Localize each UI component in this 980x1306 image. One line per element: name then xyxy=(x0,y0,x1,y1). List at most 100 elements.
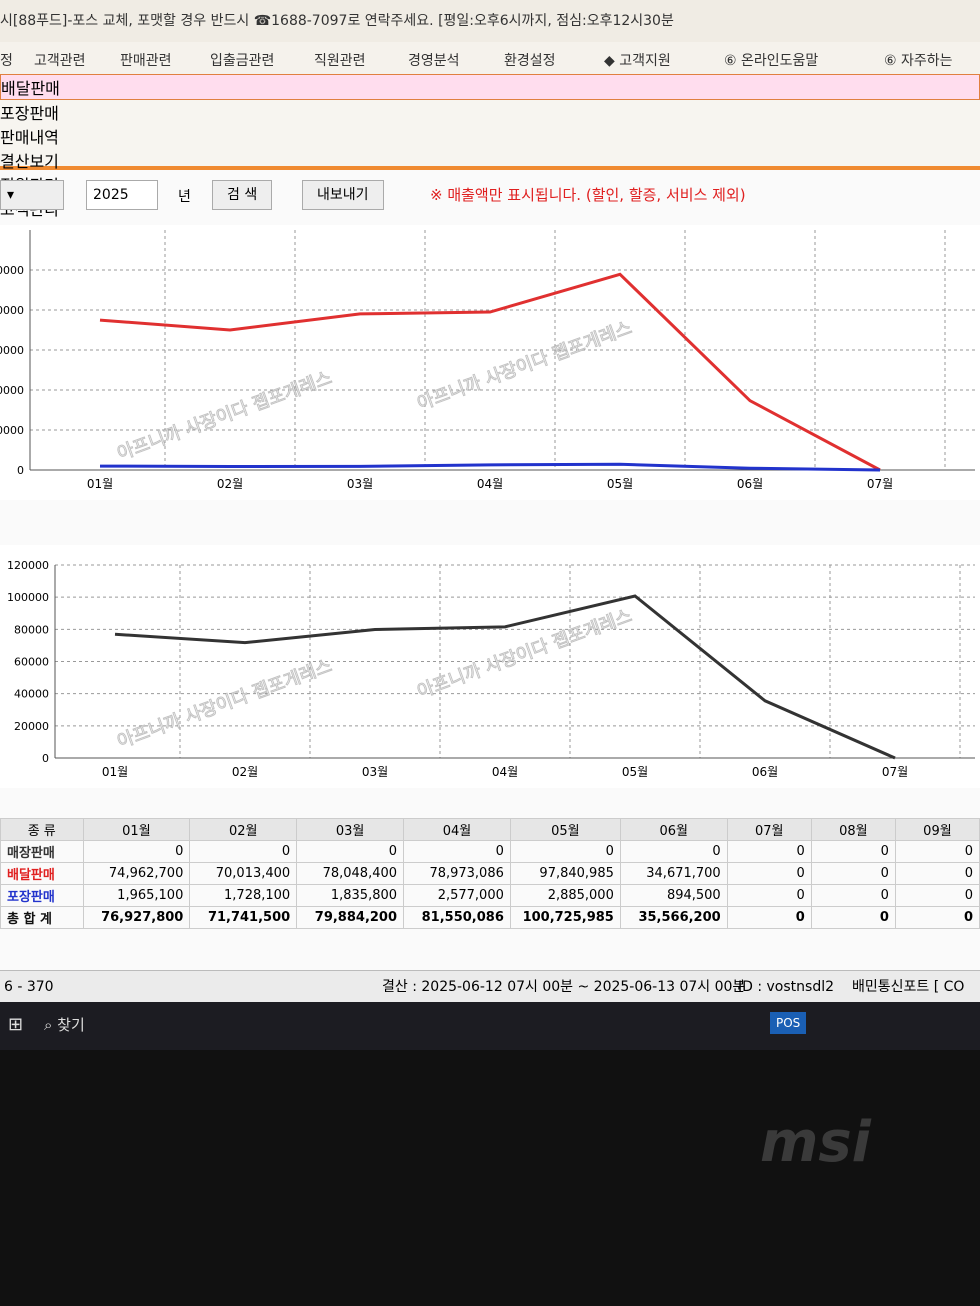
value-cell: 894,500 xyxy=(619,884,728,907)
value-cell: 0 xyxy=(726,862,812,885)
x-tick-label: 03월 xyxy=(347,477,373,491)
value-cell: 0 xyxy=(726,840,812,863)
tool-button[interactable]: 판매내역 xyxy=(0,124,980,148)
x-tick-label: 01월 xyxy=(87,477,113,491)
year-select[interactable]: 2025 xyxy=(86,180,158,210)
header-cell: 07월 xyxy=(726,818,812,841)
search-button[interactable]: 검 색 xyxy=(212,180,273,210)
tool-button[interactable]: 포장판매 xyxy=(0,100,980,124)
x-tick-label: 02월 xyxy=(232,765,258,779)
value-cell: 81,550,086 xyxy=(403,906,511,929)
header-cell: 01월 xyxy=(82,818,191,841)
row-label: 포장판매 xyxy=(0,884,84,907)
y-tick-label: 60000 xyxy=(0,344,24,357)
x-tick-label: 04월 xyxy=(492,765,518,779)
y-tick-label: 20000 xyxy=(14,720,49,733)
note: ※ 매출액만 표시됩니다. (할인, 할증, 서비스 제외) xyxy=(430,186,746,204)
filter-row: ▾ 2025 년 검 색 내보내기 ※ 매출액만 표시됩니다. (할인, 할증,… xyxy=(0,180,980,220)
menu-item[interactable]: 판매관련 xyxy=(120,53,172,69)
header-cell: 05월 xyxy=(509,818,621,841)
status-left: 6 - 370 xyxy=(4,979,54,995)
value-cell: 0 xyxy=(810,840,896,863)
toolbar: 배달판매포장판매판매내역결산보기직원관리고객관리수신목록문자전송예약관리 xyxy=(0,74,980,291)
value-cell: 78,973,086 xyxy=(403,862,511,885)
menu-item[interactable]: 정 xyxy=(0,53,13,69)
menu-item[interactable]: 경영분석 xyxy=(408,53,460,69)
table-row: 배달판매 74,962,700 70,013,400 78,048,400 78,973… xyxy=(0,862,980,885)
row-label: 배달판매 xyxy=(0,862,84,885)
menu-item[interactable]: 고객관련 xyxy=(34,53,86,69)
year-unit: 년 xyxy=(178,189,191,205)
y-tick-label: 60000 xyxy=(14,656,49,669)
value-cell: 74,962,700 xyxy=(82,862,191,885)
value-cell: 79,884,200 xyxy=(296,906,405,929)
value-cell: 0 xyxy=(810,884,896,907)
value-cell: 35,566,200 xyxy=(619,906,728,929)
export-button[interactable]: 내보내기 xyxy=(302,180,384,210)
value-cell: 0 xyxy=(894,862,980,885)
value-cell: 70,013,400 xyxy=(189,862,298,885)
menu-item[interactable]: 환경설정 xyxy=(504,53,556,69)
y-tick-label: 40000 xyxy=(0,384,24,397)
menu-item[interactable]: 입출금관련 xyxy=(210,53,275,69)
header-row: 종 류 01월 02월 03월 04월 05월 06월 07월 08월 09월 xyxy=(0,818,980,841)
value-cell: 100,725,985 xyxy=(509,906,621,929)
chart-delivery: 0 20000 40000 60000 80000 100000 01월 02월 03월 04월 0… xyxy=(0,225,980,500)
tool-button[interactable]: 배달판매 xyxy=(0,74,980,100)
menu-item[interactable]: ⑥ 자주하는 xyxy=(884,53,953,69)
table-row: 포장판매 1,965,100 1,728,100 1,835,800 2,577,000… xyxy=(0,884,980,907)
y-tick-label: 0 xyxy=(42,752,49,765)
search-box[interactable]: ⌕ 찾기 xyxy=(44,1016,85,1034)
value-cell: 0 xyxy=(296,840,405,863)
header-cell: 02월 xyxy=(189,818,298,841)
value-cell: 78,048,400 xyxy=(296,862,405,885)
pos-icon[interactable]: POS xyxy=(770,1012,807,1034)
tool-button[interactable]: 결산보기 xyxy=(0,148,980,172)
value-cell: 0 xyxy=(619,840,728,863)
value-cell: 2,885,000 xyxy=(509,884,621,907)
x-tick-label: 04월 xyxy=(477,477,503,491)
plot-area xyxy=(0,545,980,788)
header-cell: 04월 xyxy=(403,818,511,841)
menu-item[interactable]: ◆ 고객지원 xyxy=(604,53,671,69)
value-cell: 0 xyxy=(726,884,812,907)
row-label: 매장판매 xyxy=(0,840,84,863)
y-tick-label: 80000 xyxy=(14,623,49,636)
status-period: 결산 : 2025-06-12 07시 00분 ~ 2025-06-13 07시… xyxy=(382,979,746,995)
value-cell: 1,965,100 xyxy=(82,884,191,907)
menu-item[interactable]: ⑥ 온라인도움말 xyxy=(724,53,819,69)
header-cell: 03월 xyxy=(296,818,405,841)
y-tick-label: 100000 xyxy=(0,264,24,277)
x-tick-label: 07월 xyxy=(867,477,893,491)
tool-label: 결산보기 xyxy=(0,152,59,171)
menu-bar: 정 고객관련 판매관련 입출금관련 직원관련 경영분석 환경설정 ◆ 고객지원 ⑥ 온라인도움말… xyxy=(0,42,980,74)
value-cell: 0 xyxy=(894,840,980,863)
chart-total: 0 20000 40000 60000 80000 100000 120000 01월 02월 0… xyxy=(0,545,980,788)
start-button[interactable]: ⊞ xyxy=(8,1014,24,1035)
month-select[interactable]: ▾ xyxy=(0,180,64,210)
value-cell: 0 xyxy=(189,840,298,863)
sales-table: 종 류 01월 02월 03월 04월 05월 06월 07월 08월 09월 매장판매 0 0 0 0 0 0… xyxy=(0,818,980,929)
tool-label: 포장판매 xyxy=(0,104,59,123)
header-cell: 종 류 xyxy=(0,818,84,841)
value-cell: 0 xyxy=(894,906,980,929)
status-bar: 6 - 370 결산 : 2025-06-12 07시 00분 ~ 2025-0… xyxy=(0,970,980,1003)
value-cell: 71,741,500 xyxy=(189,906,298,929)
y-tick-label: 40000 xyxy=(14,688,49,701)
status-port: 배민통신포트 [ CO xyxy=(852,979,965,995)
header-cell: 08월 xyxy=(810,818,896,841)
value-cell: 0 xyxy=(894,884,980,907)
menu-item[interactable]: 직원관련 xyxy=(314,53,366,69)
y-tick-label: 0 xyxy=(17,464,24,477)
value-cell: 34,671,700 xyxy=(619,862,728,885)
x-tick-label: 07월 xyxy=(882,765,908,779)
plot-area xyxy=(0,225,980,500)
row-label: 총 합 계 xyxy=(0,906,84,929)
tool-label: 배달판매 xyxy=(1,79,60,98)
value-cell: 0 xyxy=(810,906,896,929)
status-id: ID : vostnsdl2 xyxy=(738,979,835,995)
y-tick-label: 100000 xyxy=(7,591,49,604)
y-tick-label: 80000 xyxy=(0,304,24,317)
value-cell: 1,835,800 xyxy=(296,884,405,907)
